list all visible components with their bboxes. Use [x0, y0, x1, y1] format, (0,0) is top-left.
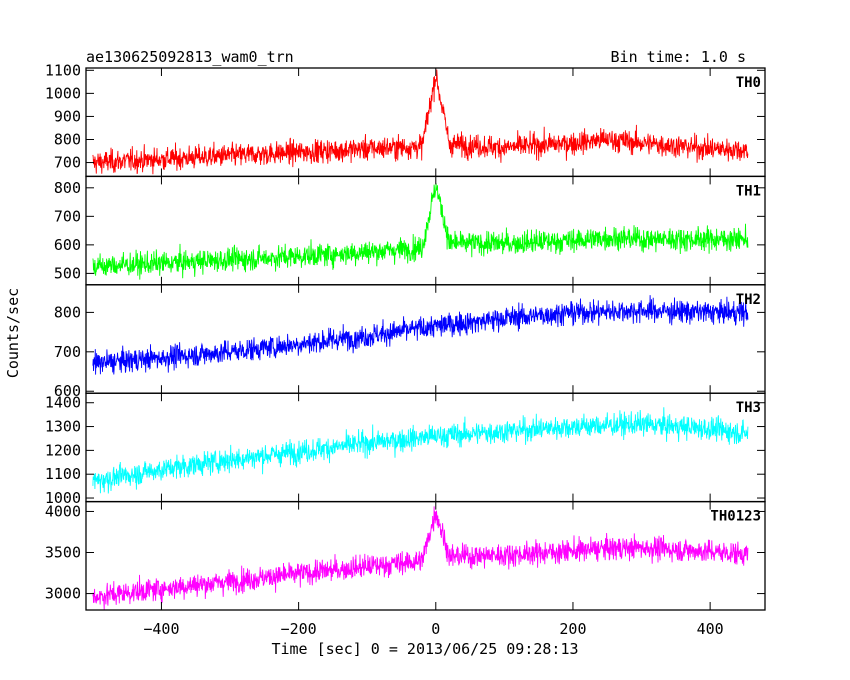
x-axis-label: Time [sec] 0 = 2013/06/25 09:28:13 — [271, 640, 578, 658]
y-tick-label: 600 — [54, 236, 81, 254]
panel-frame-th3 — [85, 392, 766, 503]
y-tick-label: 1200 — [45, 441, 81, 459]
panel-label-th0123: TH0123 — [710, 509, 761, 525]
panel-frame-th0123 — [85, 500, 766, 611]
series-line-th3 — [92, 407, 749, 494]
y-tick-label: 3000 — [45, 585, 81, 603]
panel-label-th0: TH0 — [736, 75, 761, 91]
y-tick-label: 900 — [54, 107, 81, 125]
y-axis-label: Counts/sec — [4, 288, 22, 378]
y-tick-label: 600 — [54, 382, 81, 400]
panel-label-th3: TH3 — [736, 400, 761, 416]
chart-title: ae130625092813_wam0_trn — [86, 48, 294, 66]
x-tick-label: −400 — [143, 620, 179, 638]
y-tick-label: 700 — [54, 343, 81, 361]
y-tick-label: 800 — [54, 179, 81, 197]
series-line-th0123 — [92, 506, 749, 610]
y-tick-label: 800 — [54, 303, 81, 321]
series-line-th2 — [92, 295, 749, 375]
panel-frame-th2 — [85, 284, 766, 394]
series-line-th1 — [92, 183, 749, 280]
x-tick-label: −200 — [281, 620, 317, 638]
y-tick-label: 1000 — [45, 84, 81, 102]
x-tick-label: 0 — [431, 620, 440, 638]
y-tick-label: 1100 — [45, 61, 81, 79]
x-tick-label: 200 — [559, 620, 586, 638]
y-tick-label: 500 — [54, 264, 81, 282]
y-tick-label: 1400 — [45, 394, 81, 412]
y-tick-label: 1100 — [45, 465, 81, 483]
x-tick-label: 400 — [697, 620, 724, 638]
panel-label-th1: TH1 — [736, 183, 761, 199]
y-tick-label: 800 — [54, 130, 81, 148]
y-tick-label: 700 — [54, 154, 81, 172]
y-tick-label: 1000 — [45, 489, 81, 507]
chart-subtitle: Bin time: 1.0 s — [611, 48, 746, 66]
y-tick-label: 700 — [54, 207, 81, 225]
y-tick-label: 1300 — [45, 418, 81, 436]
plot-area: 700 800 900 1000 1100 TH0 500 600 700 800 TH1 600 70… — [45, 61, 766, 638]
panel-label-th2: TH2 — [736, 292, 761, 308]
series-line-th0 — [92, 69, 749, 175]
y-tick-label: 3500 — [45, 544, 81, 562]
y-tick-label: 4000 — [45, 502, 81, 520]
